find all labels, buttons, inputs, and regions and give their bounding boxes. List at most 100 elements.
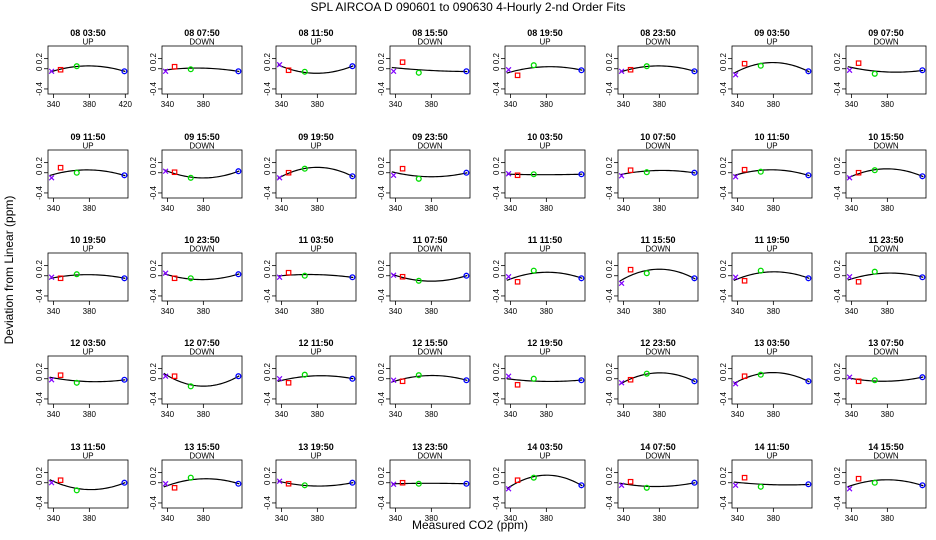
y-tick-label: 0 xyxy=(605,480,614,485)
x-tick-label: 380 xyxy=(311,204,325,213)
panel-frame xyxy=(617,355,699,405)
data-point-std3 xyxy=(187,174,194,181)
fit-curve xyxy=(391,273,468,282)
x-tick-label: 380 xyxy=(881,307,895,316)
panel-direction: UP xyxy=(766,348,777,357)
data-point-std4 xyxy=(121,68,128,75)
data-point-std2 xyxy=(399,59,406,65)
fit-curve xyxy=(847,479,924,488)
data-point-std1 xyxy=(846,485,853,492)
y-tick-label: 0.2 xyxy=(377,467,386,479)
y-tick-label: 0 xyxy=(833,376,842,381)
fit-curve xyxy=(619,482,696,488)
data-point-std2 xyxy=(399,479,406,486)
x-tick-label: 340 xyxy=(161,204,175,213)
data-point-std1 xyxy=(505,170,512,177)
fit-curve xyxy=(163,478,240,488)
data-point-std3 xyxy=(530,171,537,178)
y-tick-label: 0 xyxy=(719,170,728,175)
panel-title: 09 19:50 xyxy=(298,132,334,142)
y-tick-label: -0.4 xyxy=(35,289,44,303)
x-tick-label: 380 xyxy=(540,100,554,109)
data-point-std1 xyxy=(732,173,739,180)
x-tick-label: 340 xyxy=(731,410,745,419)
data-point-std1 xyxy=(618,379,625,386)
x-tick-label: 340 xyxy=(47,307,61,316)
panel-frame xyxy=(845,252,927,302)
x-tick-label: 340 xyxy=(275,204,289,213)
panel-direction: DOWN xyxy=(417,142,443,151)
data-point-std4 xyxy=(578,67,585,74)
data-point-std2 xyxy=(741,60,748,67)
panel-frame xyxy=(731,149,813,199)
data-point-std4 xyxy=(349,375,356,382)
x-tick-label: 340 xyxy=(504,100,518,109)
data-point-std2 xyxy=(855,279,862,285)
panel-direction: DOWN xyxy=(417,38,443,47)
y-tick-label: -0.4 xyxy=(492,82,501,96)
data-point-std1 xyxy=(732,482,739,489)
y-tick-label: 0.2 xyxy=(35,157,44,169)
data-point-std2 xyxy=(855,60,862,66)
y-tick-label: 0.2 xyxy=(605,157,614,169)
data-point-std4 xyxy=(463,169,470,176)
x-tick-label: 380 xyxy=(653,100,667,109)
data-point-std2 xyxy=(171,484,178,491)
panel-direction: UP xyxy=(766,142,777,151)
data-point-std1 xyxy=(732,71,739,78)
panel-title: 09 11:50 xyxy=(70,132,105,142)
panel-direction: UP xyxy=(82,38,93,47)
x-tick-label: 380 xyxy=(881,410,895,419)
x-tick-label: 380 xyxy=(311,100,325,109)
y-tick-label: 0.2 xyxy=(263,467,272,479)
data-point-std4 xyxy=(691,68,698,75)
data-point-std3 xyxy=(415,480,422,487)
fit-curve xyxy=(619,268,696,282)
data-point-std1 xyxy=(618,172,625,179)
y-tick-label: -0.4 xyxy=(833,82,842,96)
panel-frame xyxy=(504,252,586,302)
x-tick-label: 380 xyxy=(197,204,211,213)
data-point-std3 xyxy=(643,63,650,70)
x-tick-label: 380 xyxy=(197,514,211,523)
y-tick-label: 0.2 xyxy=(605,363,614,375)
data-point-std2 xyxy=(171,63,178,70)
data-point-std4 xyxy=(235,271,242,278)
panel-title: 13 03:50 xyxy=(754,338,790,348)
data-point-std2 xyxy=(285,67,292,74)
y-tick-label: 0.2 xyxy=(833,363,842,375)
y-tick-label: 0.2 xyxy=(605,53,614,65)
data-point-std2 xyxy=(627,376,634,383)
data-point-std4 xyxy=(805,378,812,385)
x-tick-label: 340 xyxy=(617,514,631,523)
data-point-std2 xyxy=(57,164,64,171)
data-point-std4 xyxy=(463,480,470,487)
data-point-std4 xyxy=(805,275,812,282)
fit-curve xyxy=(49,65,126,73)
data-point-std3 xyxy=(643,270,650,277)
x-tick-label: 380 xyxy=(83,100,97,109)
data-point-std3 xyxy=(301,371,308,378)
panel-frame xyxy=(617,252,699,302)
panel-frame xyxy=(389,149,471,199)
data-point-std3 xyxy=(415,69,422,76)
data-point-std2 xyxy=(627,478,634,485)
data-point-std4 xyxy=(805,481,812,488)
panel-frame xyxy=(845,45,927,95)
x-tick-label: 340 xyxy=(389,410,403,419)
panel-direction: UP xyxy=(539,142,550,151)
panel-direction: DOWN xyxy=(645,142,671,151)
panel-frame xyxy=(845,149,927,199)
x-tick-label: 340 xyxy=(389,204,403,213)
y-tick-label: 0.2 xyxy=(149,467,158,479)
y-tick-label: 0 xyxy=(35,273,44,278)
data-point-std1 xyxy=(276,174,283,181)
y-tick-label: 0 xyxy=(492,273,501,278)
panel-direction: DOWN xyxy=(873,38,899,47)
y-tick-label: -0.4 xyxy=(719,82,728,96)
